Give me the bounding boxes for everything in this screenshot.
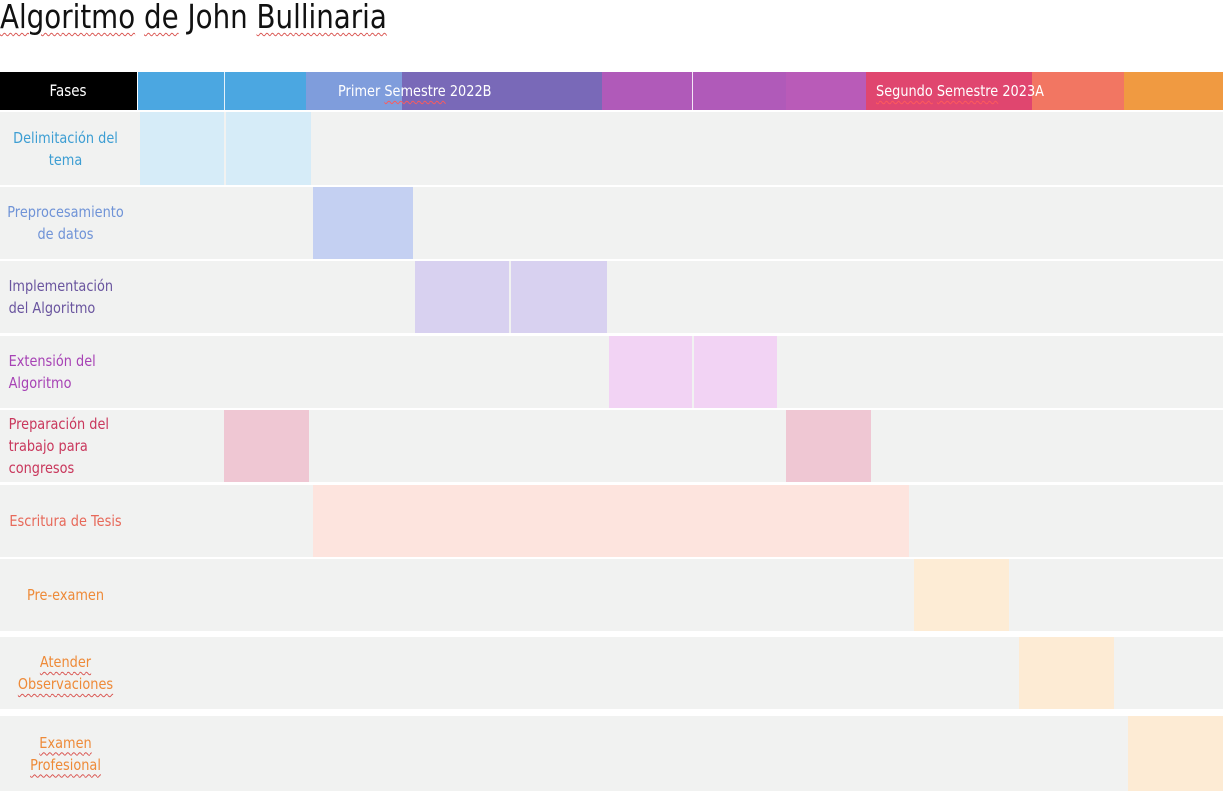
phase-label-line: Atender	[39, 653, 92, 671]
gantt-cell	[1019, 637, 1114, 709]
gantt-cell	[415, 261, 509, 333]
phase-label-line: Preparación del	[8, 415, 109, 433]
header-band-7	[1032, 72, 1124, 110]
semester-2-label: Segundo Semestre 2023A	[876, 82, 1044, 100]
phase-label-line: Observaciones	[17, 675, 114, 693]
phase-label-preparacion: Preparación del trabajo para congresos	[0, 410, 137, 482]
phase-label-line: Examen	[39, 733, 92, 752]
phase-label-line: Preprocesamiento	[7, 203, 124, 221]
gantt-cell	[511, 261, 607, 333]
gantt-cell	[609, 336, 692, 408]
title-word-bullinaria: Bullinaria	[256, 0, 387, 36]
phase-label-line: Implementación	[8, 277, 114, 295]
gantt-cell	[313, 187, 413, 259]
phase-label-observaciones: Atender Observaciones	[0, 637, 137, 709]
gantt-cell	[694, 336, 777, 408]
phase-label-line: Pre-examen	[26, 586, 105, 604]
row-background	[0, 261, 1223, 333]
phase-label-line: de datos	[37, 225, 94, 243]
gantt-cell	[786, 410, 871, 482]
gantt-cell	[313, 485, 909, 557]
phase-label-line: Delimitación del	[13, 128, 118, 147]
page-title: Algoritmo de John Bullinaria	[0, 0, 387, 38]
row-background	[0, 716, 1223, 791]
phase-label-line: tema	[48, 150, 83, 169]
title-word-de: de	[143, 0, 179, 36]
row-background	[0, 410, 1223, 482]
gantt-cell	[140, 112, 224, 185]
header-band-6	[866, 72, 1032, 110]
row-background	[0, 187, 1223, 259]
phase-label-examen: Examen Profesional	[0, 716, 137, 791]
phases-header-cell: Fases	[0, 72, 137, 110]
header-divider	[224, 72, 225, 110]
row-background	[0, 559, 1223, 631]
header-divider	[692, 72, 693, 110]
gantt-cell	[914, 559, 1009, 631]
phase-label-preexamen: Pre-examen	[0, 559, 137, 631]
phase-label-line: trabajo para	[8, 437, 88, 455]
phase-label-delimitacion: Delimitación del tema	[0, 112, 137, 185]
header-band-2	[306, 72, 402, 110]
phase-label-line: Algoritmo	[8, 374, 72, 392]
phase-label-preprocesamiento: Preprocesamiento de datos	[0, 187, 137, 259]
phase-label-escritura: Escritura de Tesis	[0, 485, 137, 557]
gantt-cell	[224, 410, 309, 482]
header-band-1	[138, 72, 306, 110]
header-band-5	[786, 72, 866, 110]
phase-label-implementacion: Implementación del Algoritmo	[0, 261, 137, 333]
timeline-header: Fases Primer Semestre 2022B Segundo Seme…	[0, 72, 1223, 110]
header-band-8	[1124, 72, 1223, 110]
phase-label-line: Extensión del	[8, 352, 96, 370]
phase-label-line: del Algoritmo	[8, 299, 96, 317]
title-word-algoritmo: Algoritmo	[0, 0, 136, 36]
phase-label-line: Profesional	[30, 755, 101, 774]
phase-label-line: congresos	[8, 459, 75, 477]
header-band-3	[402, 72, 602, 110]
gantt-cell	[1128, 716, 1223, 791]
phases-header-label: Fases	[49, 81, 88, 100]
phase-label-line: Escritura de Tesis	[9, 512, 122, 530]
gantt-cell	[226, 112, 311, 185]
header-band-4	[602, 72, 786, 110]
phase-label-extension: Extensión del Algoritmo	[0, 336, 137, 408]
semester-1-label: Primer Semestre 2022B	[338, 82, 492, 100]
